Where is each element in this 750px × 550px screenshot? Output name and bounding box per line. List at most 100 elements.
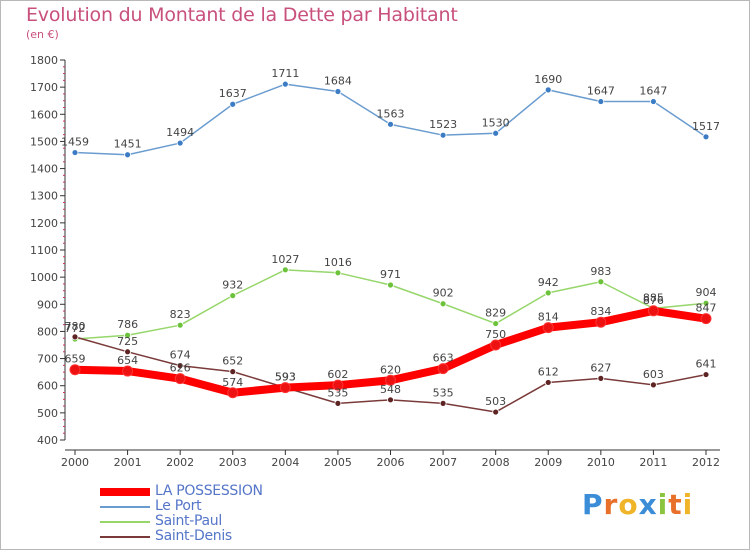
data-point (542, 322, 554, 334)
y-tick-label: 500 (37, 407, 58, 420)
data-label: 603 (643, 368, 664, 381)
data-point (439, 399, 447, 407)
data-label: 932 (222, 279, 243, 292)
x-tick-label: 2006 (377, 456, 405, 469)
x-tick-label: 2003 (219, 456, 247, 469)
logo-letter: i (657, 488, 669, 521)
data-label: 823 (170, 308, 191, 321)
data-point (492, 408, 500, 416)
data-point (334, 88, 342, 95)
y-tick-label: 1800 (30, 54, 58, 67)
data-label: 602 (327, 368, 348, 381)
data-point (122, 365, 134, 377)
legend-swatch (100, 521, 150, 523)
data-label: 654 (117, 354, 138, 367)
data-point (227, 387, 239, 399)
data-label: 1647 (587, 85, 615, 98)
data-label: 593 (275, 371, 296, 384)
data-point (387, 120, 394, 128)
data-labels: 1459 1451 1494 1637 1711 1684 1563 1523 1530 1690… (61, 67, 720, 408)
data-label: 1027 (271, 253, 299, 266)
data-point (544, 86, 552, 94)
legend-label: LA POSSESSION (155, 483, 263, 499)
y-tick-label: 1300 (30, 190, 58, 203)
chart-title: Evolution du Montant de la Dette par Hab… (26, 4, 458, 26)
data-point (492, 129, 500, 137)
data-point (229, 292, 237, 300)
data-label: 786 (117, 318, 138, 331)
legend-label: Saint-Paul (155, 513, 222, 529)
data-label: 1647 (639, 85, 667, 98)
data-point (279, 382, 291, 394)
data-label: 904 (696, 286, 717, 299)
legend-swatch (100, 488, 150, 496)
data-label: 535 (433, 386, 454, 399)
data-label: 674 (170, 349, 191, 362)
axes: 400 500 600 700 800 900 1000 1100 1200 1300 1400 15… (30, 54, 720, 469)
data-label: 652 (222, 355, 243, 368)
data-label: 659 (65, 353, 86, 366)
data-label: 971 (380, 268, 401, 281)
data-label: 1690 (534, 73, 562, 86)
data-point (124, 331, 131, 339)
data-point (71, 333, 79, 341)
legend-swatch (100, 506, 150, 508)
data-point (174, 373, 186, 385)
legend-swatch (100, 536, 150, 538)
x-tick-label: 2000 (61, 456, 89, 469)
data-point (69, 364, 81, 376)
data-point (544, 289, 552, 297)
data-point (702, 371, 710, 378)
data-point (281, 80, 289, 88)
data-label: 780 (65, 320, 86, 333)
series-saint-denis (71, 333, 710, 416)
proxiti-logo: Proxiti (582, 488, 693, 521)
data-point (332, 379, 344, 391)
data-label: 535 (327, 386, 348, 399)
data-label: 942 (538, 276, 559, 289)
data-point (176, 139, 184, 147)
data-point (647, 305, 659, 317)
data-point (176, 362, 184, 370)
data-point (385, 374, 396, 386)
x-tick-label: 2010 (587, 456, 615, 469)
x-tick-label: 2002 (166, 456, 194, 469)
data-label: 1459 (61, 136, 89, 149)
data-point (387, 281, 394, 289)
logo-letter: x (638, 488, 658, 521)
data-label: 593 (275, 371, 296, 384)
data-label: 1016 (324, 256, 352, 269)
data-point (387, 396, 394, 404)
data-label: 1494 (166, 126, 194, 139)
y-tick-label: 1400 (30, 163, 58, 176)
series-le-port (71, 80, 710, 159)
data-label: 1517 (692, 120, 720, 133)
unit-note: (en €) (26, 28, 59, 41)
data-point (544, 379, 552, 386)
data-point (702, 133, 710, 141)
data-label: 574 (222, 376, 243, 389)
data-point (229, 368, 237, 376)
data-point (597, 374, 605, 382)
logo-letter: o (618, 488, 639, 521)
data-label: 1563 (377, 107, 405, 120)
data-label: 663 (433, 352, 454, 365)
x-tick-label: 2009 (534, 456, 562, 469)
x-tick-label: 2008 (482, 456, 510, 469)
data-point (334, 269, 342, 277)
legend-label: Saint-Denis (155, 528, 232, 544)
x-tick-label: 2004 (271, 456, 299, 469)
series-la-possession (69, 305, 712, 399)
x-tick-label: 2012 (692, 456, 720, 469)
data-point (597, 278, 605, 286)
data-point (597, 98, 605, 105)
data-point (439, 300, 447, 308)
data-label: 503 (485, 395, 506, 408)
data-label: 612 (538, 365, 559, 378)
data-point (124, 151, 131, 159)
y-tick-label: 600 (37, 380, 58, 393)
x-tick-label: 2005 (324, 456, 352, 469)
data-label: 834 (590, 305, 611, 318)
